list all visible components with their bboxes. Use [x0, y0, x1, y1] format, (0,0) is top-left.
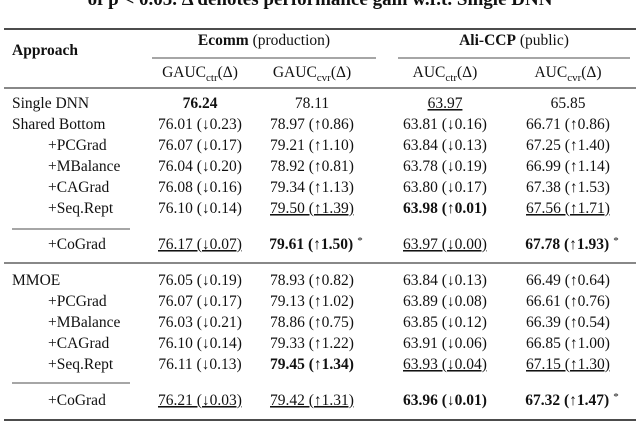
group-name: Ali-CCP	[459, 32, 516, 49]
approach-name: +MBalance	[48, 314, 121, 331]
metric-value: 76.11 (↓0.13)	[158, 356, 241, 373]
metric-value: 67.78 (↑1.93) *	[525, 235, 618, 253]
metric-value: 79.61 (↑1.50) *	[269, 235, 362, 253]
approach-name: Single DNN	[12, 95, 89, 112]
metric-value: 63.98 (↑0.01)	[403, 200, 487, 217]
metric-header: AUCcvr(Δ)	[534, 64, 601, 84]
metric-suffix: (Δ)	[457, 64, 477, 81]
metric-value: 63.89 (↓0.08)	[403, 293, 487, 310]
metric-sub: cvr	[567, 72, 581, 84]
group-note: (public)	[520, 32, 569, 49]
metric-base: GAUC	[162, 64, 206, 81]
metric-value: 66.71 (↑0.86)	[526, 116, 610, 133]
metric-value: 79.33 (↑1.22)	[270, 335, 354, 352]
value-text: 67.78 (↑1.93)	[525, 236, 609, 253]
approach-name: +PCGrad	[48, 293, 107, 310]
metric-value: 63.96 (↓0.01)	[403, 392, 487, 409]
metric-base: AUC	[413, 64, 446, 81]
group-note: (production)	[253, 32, 330, 49]
metric-value: 76.07 (↓0.17)	[158, 293, 242, 310]
metric-header: GAUCcvr(Δ)	[273, 64, 351, 84]
significance-mark: *	[357, 235, 363, 247]
metric-value: 79.50 (↑1.39)	[270, 200, 354, 217]
value-text: 79.61 (↑1.50)	[269, 236, 353, 253]
metric-sub: cvr	[317, 72, 331, 84]
metric-value: 79.21 (↑1.10)	[270, 137, 354, 154]
metric-value: 76.07 (↓0.17)	[158, 137, 242, 154]
metric-header: AUCctr(Δ)	[413, 64, 478, 84]
approach-name: +CoGrad	[48, 392, 106, 409]
metric-value: 67.15 (↑1.30)	[526, 356, 610, 373]
metric-value: 67.38 (↑1.53)	[526, 179, 610, 196]
approach-name: Shared Bottom	[12, 116, 105, 133]
metric-value: 76.10 (↓0.14)	[158, 335, 242, 352]
metric-value: 63.97	[428, 95, 463, 112]
approach-name: +CAGrad	[48, 335, 110, 352]
metric-suffix: (Δ)	[218, 64, 238, 81]
metric-value: 67.32 (↑1.47) *	[525, 391, 618, 409]
approach-name: +MBalance	[48, 158, 121, 175]
metric-sub: ctr	[206, 72, 218, 84]
caption: of p < 0.05. Δ denotes performance gain …	[88, 0, 553, 10]
metric-value: 63.78 (↓0.19)	[403, 158, 487, 175]
metric-value: 76.03 (↓0.21)	[158, 314, 242, 331]
metric-suffix: (Δ)	[331, 64, 351, 81]
metric-value: 63.97 (↓0.00)	[403, 236, 487, 253]
metric-value: 76.17 (↓0.07)	[158, 236, 242, 253]
metric-value: 63.84 (↓0.13)	[403, 137, 487, 154]
metric-value: 63.91 (↓0.06)	[403, 335, 487, 352]
metric-value: 76.08 (↓0.16)	[158, 179, 242, 196]
metric-value: 66.85 (↑1.00)	[526, 335, 610, 352]
metric-value: 79.34 (↑1.13)	[270, 179, 354, 196]
metric-suffix: (Δ)	[581, 64, 601, 81]
metric-value: 78.86 (↑0.75)	[270, 314, 354, 331]
metric-value: 63.80 (↓0.17)	[403, 179, 487, 196]
approach-name: +CoGrad	[48, 236, 106, 253]
metric-value: 66.39 (↑0.54)	[526, 314, 610, 331]
metric-header: GAUCctr(Δ)	[162, 64, 238, 84]
metric-value: 66.99 (↑1.14)	[526, 158, 610, 175]
metric-sub: ctr	[445, 72, 457, 84]
metric-value: 63.84 (↓0.13)	[403, 272, 487, 289]
metric-value: 76.01 (↓0.23)	[158, 116, 242, 133]
group-name: Ecomm	[198, 32, 249, 49]
metric-value: 65.85	[551, 95, 586, 112]
approach-name: +Seq.Rept	[48, 200, 114, 217]
metric-value: 66.61 (↑0.76)	[526, 293, 610, 310]
metric-base: GAUC	[273, 64, 317, 81]
metric-value: 67.56 (↑1.71)	[526, 200, 610, 217]
group-header: Ali-CCP (public)	[459, 32, 569, 49]
metric-value: 78.11	[295, 95, 329, 112]
metric-value: 79.42 (↑1.31)	[270, 392, 354, 409]
metric-value: 78.93 (↑0.82)	[270, 272, 354, 289]
significance-mark: *	[613, 235, 619, 247]
metric-value: 63.93 (↓0.04)	[403, 356, 487, 373]
approach-name: +CAGrad	[48, 179, 110, 196]
metric-value: 63.81 (↓0.16)	[403, 116, 487, 133]
approach-name: +Seq.Rept	[48, 356, 114, 373]
group-header: Ecomm (production)	[198, 32, 330, 49]
metric-value: 76.21 (↓0.03)	[158, 392, 242, 409]
metric-value: 63.85 (↓0.12)	[403, 314, 487, 331]
metric-value: 76.24	[183, 95, 218, 112]
metric-value: 78.92 (↑0.81)	[270, 158, 354, 175]
approach-name: +PCGrad	[48, 137, 107, 154]
header-approach: Approach	[12, 42, 78, 59]
metric-value: 79.13 (↑1.02)	[270, 293, 354, 310]
metric-value: 67.25 (↑1.40)	[526, 137, 610, 154]
metric-value: 76.05 (↓0.19)	[158, 272, 242, 289]
metric-value: 66.49 (↑0.64)	[526, 272, 610, 289]
metric-value: 76.10 (↓0.14)	[158, 200, 242, 217]
metric-base: AUC	[534, 64, 567, 81]
value-text: 67.32 (↑1.47)	[525, 392, 609, 409]
metric-value: 76.04 (↓0.20)	[158, 158, 242, 175]
metric-value: 78.97 (↑0.86)	[270, 116, 354, 133]
significance-mark: *	[613, 391, 619, 403]
metric-value: 79.45 (↑1.34)	[270, 356, 354, 373]
approach-name: MMOE	[12, 272, 60, 289]
